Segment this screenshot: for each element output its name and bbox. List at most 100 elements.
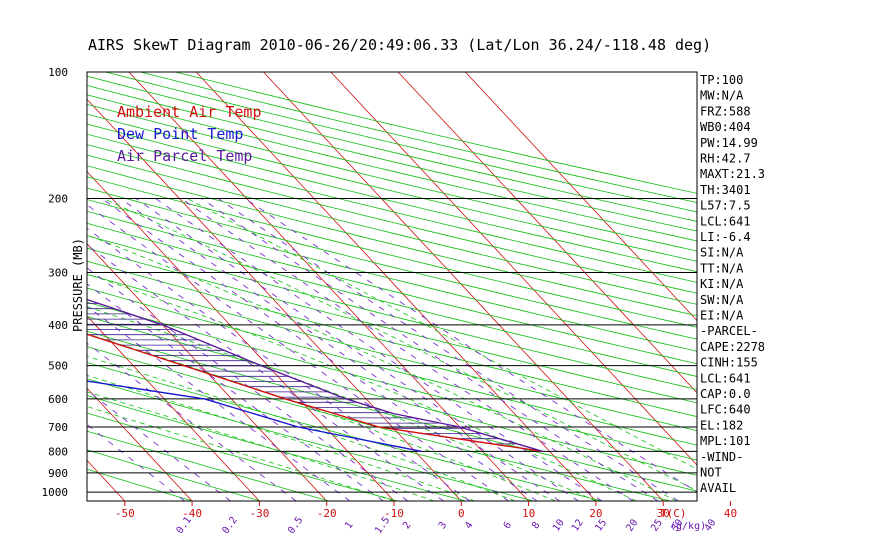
dry-adiabat-line: [87, 176, 697, 328]
mixing-ratio-line: [87, 342, 297, 501]
bottom-temp-tick-label: -10: [384, 507, 404, 520]
index-entry: NOT: [700, 466, 722, 480]
moist-adiabat-line: [187, 198, 697, 470]
grid-lines: [0, 72, 697, 501]
index-entry: LFC:640: [700, 403, 751, 417]
sounding-profiles: [87, 298, 544, 453]
dry-adiabat-line: [87, 287, 697, 446]
index-entry: TT:N/A: [700, 261, 744, 275]
mixing-ratio-tick-label: 0.5: [286, 515, 305, 536]
mixing-ratio-tick-label: 4: [463, 520, 475, 531]
isotherm-line: [87, 243, 327, 501]
index-entry: TH:3401: [700, 183, 751, 197]
mixing-ratio-line: [135, 198, 579, 501]
mixing-ratio-tick-label: 3: [437, 520, 449, 531]
index-entry: MPL:101: [700, 434, 751, 448]
bottom-temp-tick-label: -40: [182, 507, 202, 520]
isotherm-line: [87, 387, 193, 501]
isotherm-line: [0, 72, 57, 501]
mixing-ratio-line: [155, 198, 603, 501]
mixing-ratio-line: [87, 283, 384, 501]
plot-frame: [86, 71, 698, 502]
chart-title: AIRS SkewT Diagram 2010-06-26/20:49:06.3…: [88, 36, 711, 54]
legend-entry: Ambient Air Temp: [117, 103, 262, 121]
mixing-ratio-tick-label: 8: [530, 520, 542, 531]
bottom-temp-tick-label: -50: [115, 507, 135, 520]
mixing-ratio-line: [87, 227, 471, 501]
mixing-ratio-line: [201, 198, 659, 501]
pressure-tick-label: 100: [48, 66, 68, 79]
index-entry: CAP:0.0: [700, 387, 751, 401]
bottom-temp-tick-label: 20: [589, 507, 602, 520]
dry-adiabat-line: [87, 144, 697, 294]
dry-adiabat-line: [87, 123, 697, 273]
mixing-ratio-tick-label: 2: [401, 520, 413, 531]
parcel-temp-line: [87, 298, 544, 453]
moist-adiabat-line: [103, 198, 697, 492]
mixing-ratio-line: [217, 198, 679, 501]
index-entry: TP:100: [700, 73, 743, 87]
index-entry: EL:182: [700, 418, 743, 432]
dry-adiabat-line: [87, 412, 398, 501]
moist-adiabat-line: [87, 333, 556, 501]
mixing-ratio-line: [87, 389, 231, 501]
dry-adiabat-line: [87, 430, 330, 501]
dry-adiabat-line: [87, 133, 697, 283]
index-entry: MW:N/A: [700, 89, 744, 103]
bottom-temp-tick-label: 0: [458, 507, 465, 520]
mixing-ratio-tick-label: 20: [624, 517, 640, 533]
dry-adiabat-line: [87, 260, 697, 418]
moist-adiabat-line: [87, 273, 637, 501]
pressure-tick-label: 300: [48, 266, 68, 279]
mixing-ratio-line: [87, 305, 351, 501]
bottom-temp-tick-label: -30: [249, 507, 269, 520]
moist-adiabat-line: [87, 234, 677, 501]
mixing-ratio-tick-label: 1: [343, 520, 355, 531]
index-entry: EI:N/A: [700, 309, 744, 323]
dry-adiabat-line: [87, 154, 697, 305]
legend-entry: Dew Point Temp: [117, 125, 243, 143]
dewpoint-line: [87, 380, 422, 453]
index-entry: KI:N/A: [700, 277, 744, 291]
dry-adiabat-line: [87, 378, 534, 501]
cape-hatching: [87, 303, 518, 445]
bottom-temp-tick-label: -20: [317, 507, 337, 520]
dry-adiabat-line: [87, 103, 697, 252]
dry-adiabat-line: [87, 346, 671, 501]
dry-adiabat-line: [87, 199, 697, 352]
mixing-unit-label: (g/kg): [670, 521, 706, 532]
mixing-ratio-tick-label: 6: [502, 520, 514, 531]
index-entry: FRZ:588: [700, 104, 751, 118]
dry-adiabat-line: [87, 247, 697, 404]
index-entry: WB0:404: [700, 120, 751, 134]
index-entry: LCL:641: [700, 371, 751, 385]
dry-adiabat-line: [87, 395, 466, 501]
bottom-temp-tick-label: 40: [724, 507, 737, 520]
dry-adiabat-line: [87, 449, 262, 501]
index-entry: SI:N/A: [700, 246, 744, 260]
dry-adiabat-line: [87, 165, 697, 317]
dry-adiabat-line: [87, 362, 603, 501]
index-entry: L57:7.5: [700, 199, 751, 213]
legend-entry: Air Parcel Temp: [117, 147, 252, 165]
isotherm-line: [330, 72, 697, 466]
bottom-temp-tick-label: 30: [657, 507, 670, 520]
dry-adiabat-line: [87, 222, 697, 377]
mixing-ratio-tick-label: 12: [570, 517, 586, 533]
index-entry: -PARCEL-: [700, 324, 758, 338]
index-entry: CINH:155: [700, 356, 758, 370]
pressure-tick-label: 400: [48, 319, 68, 332]
mixing-ratio-line: [87, 244, 444, 501]
index-entry: MAXT:21.3: [700, 167, 765, 181]
pressure-tick-label: 500: [48, 360, 68, 373]
pressure-tick-label: 200: [48, 192, 68, 205]
index-entry: LI:-6.4: [700, 230, 751, 244]
bottom-temp-tick-label: 10: [522, 507, 535, 520]
mixing-ratio-line: [180, 198, 634, 501]
index-entry: SW:N/A: [700, 293, 744, 307]
dry-adiabat-line: [175, 72, 697, 194]
mixing-ratio-line: [120, 198, 560, 501]
pressure-tick-label: 900: [48, 467, 68, 480]
